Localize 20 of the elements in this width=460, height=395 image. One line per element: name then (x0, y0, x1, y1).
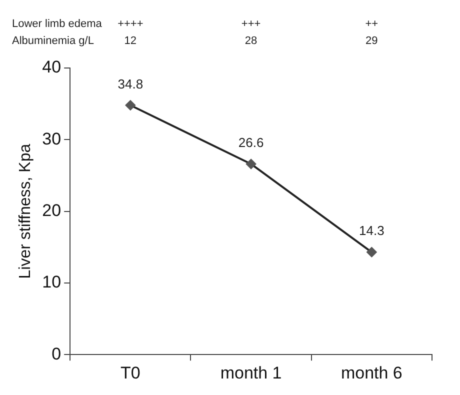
text: 28 (244, 35, 258, 48)
data-label: 34.8 (118, 76, 144, 92)
text: 12 (124, 35, 137, 48)
text: 29 (366, 35, 378, 48)
y-tick-label: 10 (42, 272, 62, 292)
y-tick-label: 0 (52, 344, 62, 364)
text: Lower limb edema (12, 18, 103, 30)
x-tick-label: month 6 (340, 363, 402, 382)
text: ++ (365, 18, 378, 30)
y-tick-label: 40 (42, 58, 62, 77)
text: ++++ (118, 18, 144, 30)
text: +++ (241, 18, 261, 30)
y-tick-label: 20 (42, 200, 62, 220)
x-tick-label: month 1 (220, 363, 282, 382)
y-axis-title: Liver stiffness, Kpa (17, 144, 34, 279)
x-tick-label: T0 (120, 363, 140, 382)
y-tick-label: 30 (42, 129, 62, 148)
data-label: 14.3 (359, 223, 384, 238)
text: Albuminemia g/L (12, 35, 94, 48)
data-label: 26.6 (238, 135, 264, 150)
